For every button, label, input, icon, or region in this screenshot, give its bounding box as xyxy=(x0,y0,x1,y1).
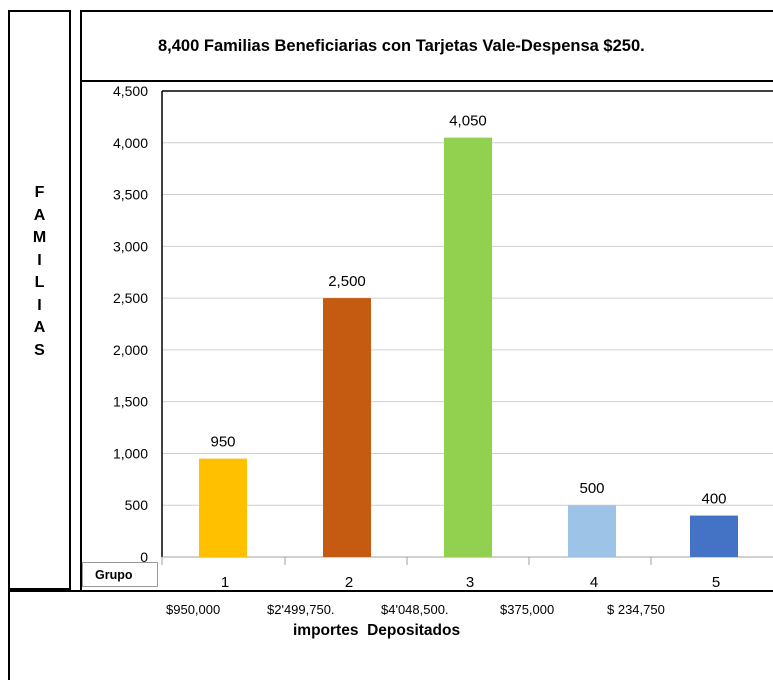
y-axis-title-letter: A xyxy=(33,206,46,224)
data-label: 4,050 xyxy=(449,113,487,130)
y-tick-label: 3,000 xyxy=(113,238,148,254)
data-label: 950 xyxy=(210,434,235,451)
y-tick-label: 1,000 xyxy=(113,445,148,461)
deposit-amount: $ 234,750 xyxy=(607,602,665,617)
category-header: Grupo xyxy=(82,562,158,587)
x-axis-footer-panel xyxy=(8,590,773,680)
y-tick-label: 4,500 xyxy=(113,83,148,99)
data-label: 400 xyxy=(701,491,726,508)
y-tick-label: 1,500 xyxy=(113,394,148,410)
y-tick-label: 4,000 xyxy=(113,135,148,151)
bar-group-2 xyxy=(323,298,371,557)
y-tick-label: 500 xyxy=(125,497,149,513)
bar-group-3 xyxy=(444,137,492,557)
x-tick-label: 2 xyxy=(345,574,353,591)
data-label: 2,500 xyxy=(328,273,366,290)
y-axis-title-letter: L xyxy=(34,274,45,291)
y-tick-label: 0 xyxy=(140,549,148,565)
y-axis-title-letter: I xyxy=(37,296,42,314)
x-tick-label: 3 xyxy=(466,574,474,591)
x-axis-title: importes Depositados xyxy=(293,622,461,639)
x-tick-label: 4 xyxy=(590,574,598,591)
x-tick-label: 5 xyxy=(712,574,720,591)
bar-group-5 xyxy=(690,515,738,557)
chart-title-box: 8,400 Familias Beneficiarias con Tarjeta… xyxy=(80,10,773,82)
y-axis-title-letter: A xyxy=(33,319,46,336)
deposit-amount: $4'048,500. xyxy=(381,602,449,617)
deposit-amount: $2'499,750. xyxy=(267,602,335,617)
chart-title: 8,400 Familias Beneficiarias con Tarjeta… xyxy=(158,36,645,55)
panel-divider xyxy=(80,10,82,590)
deposit-amount: $375,000 xyxy=(500,602,555,617)
deposit-amount: $950,000 xyxy=(166,602,221,617)
y-tick-label: 2,000 xyxy=(113,342,148,358)
y-axis-title-letter: S xyxy=(34,341,45,359)
x-tick-label: 1 xyxy=(221,574,229,591)
bar-group-4 xyxy=(568,505,616,557)
y-axis-title-letter: I xyxy=(37,251,42,269)
y-tick-label: 3,500 xyxy=(113,187,148,203)
y-axis-title-letter: M xyxy=(32,229,47,246)
data-label: 500 xyxy=(579,480,604,497)
y-axis-title-letter: F xyxy=(34,184,45,201)
y-tick-label: 2,500 xyxy=(113,290,148,306)
bar-group-1 xyxy=(199,458,247,557)
